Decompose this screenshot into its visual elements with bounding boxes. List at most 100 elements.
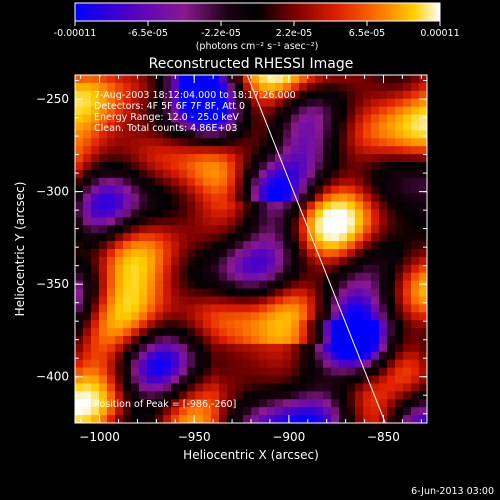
heatmap-cell (299, 367, 308, 377)
heatmap-cell (155, 249, 164, 258)
heatmap-cell (411, 98, 420, 108)
heatmap-cell (211, 138, 220, 147)
heatmap-cell (323, 399, 332, 408)
heatmap-cell (315, 209, 324, 218)
heatmap-cell (283, 138, 292, 147)
heatmap-cell (219, 296, 228, 305)
heatmap-cell (171, 241, 180, 250)
heatmap-cell (147, 367, 156, 377)
heatmap-cell (235, 241, 244, 250)
heatmap-cell (187, 114, 196, 124)
heatmap-cell (363, 162, 372, 171)
heatmap-cell (179, 75, 188, 84)
heatmap-cell (171, 336, 180, 345)
heatmap-cell (347, 312, 356, 321)
heatmap-cell (251, 375, 260, 385)
heatmap-cell (235, 154, 244, 163)
heatmap-cell (291, 98, 300, 108)
heatmap-cell (331, 98, 340, 108)
heatmap-cell (363, 154, 372, 163)
heatmap-cell (147, 288, 156, 298)
heatmap-cell (107, 233, 116, 242)
heatmap-cell (291, 351, 300, 361)
heatmap-cell (123, 114, 132, 124)
heatmap-cell (203, 241, 212, 250)
heatmap-cell (411, 241, 420, 250)
heatmap-cell (283, 233, 292, 242)
heatmap-cell (99, 351, 108, 361)
heatmap-cell (171, 209, 180, 218)
heatmap-cell (283, 264, 292, 274)
heatmap-cell (363, 383, 372, 392)
heatmap-cell (339, 391, 348, 400)
heatmap-cell (379, 272, 388, 282)
heatmap-cell (419, 162, 427, 171)
heatmap-cell (99, 264, 108, 274)
heatmap-cell (235, 193, 244, 203)
heatmap-cell (115, 177, 124, 187)
heatmap-cell (83, 130, 92, 139)
heatmap-cell (379, 90, 388, 100)
heatmap-cell (139, 75, 148, 84)
heatmap-cell (419, 169, 427, 179)
heatmap-cell (75, 343, 84, 353)
heatmap-cell (147, 359, 156, 369)
heatmap-cell (163, 391, 172, 400)
heatmap-cell (123, 304, 132, 313)
heatmap-cell (403, 383, 412, 392)
heatmap-cell (371, 407, 380, 416)
heatmap-cell (171, 169, 180, 179)
heatmap-cell (243, 169, 252, 179)
heatmap-cell (155, 288, 164, 298)
heatmap-cell (195, 169, 204, 179)
heatmap-cell (75, 288, 84, 298)
heatmap-cell (267, 217, 276, 226)
heatmap-cell (259, 343, 268, 353)
heatmap-cell (131, 154, 140, 163)
heatmap-cell (107, 351, 116, 361)
heatmap-cell (139, 367, 148, 377)
heatmap-cell (387, 280, 396, 290)
heatmap-cell (315, 249, 324, 258)
heatmap-cell (363, 114, 372, 124)
heatmap-cell (299, 383, 308, 392)
heatmap-cell (307, 162, 316, 171)
heatmap-cell (115, 98, 124, 108)
heatmap-cell (419, 256, 427, 266)
heatmap-cell (187, 90, 196, 100)
heatmap-cell (275, 154, 284, 163)
heatmap-cell (115, 280, 124, 290)
heatmap-cell (387, 391, 396, 400)
heatmap-cell (243, 336, 252, 345)
heatmap-cell (419, 75, 427, 84)
y-axis-label: Heliocentric Y (arcsec) (13, 182, 27, 317)
heatmap-cell (363, 249, 372, 258)
heatmap-cell (259, 241, 268, 250)
heatmap-cell (251, 233, 260, 242)
heatmap-cell (251, 359, 260, 369)
heatmap-cell (171, 130, 180, 139)
heatmap-cell (83, 407, 92, 416)
heatmap-cell (291, 177, 300, 187)
heatmap-cell (131, 217, 140, 226)
heatmap-cell (355, 114, 364, 124)
heatmap-cell (291, 375, 300, 385)
heatmap-cell (251, 75, 260, 84)
heatmap-cell (299, 162, 308, 171)
heatmap-cell (107, 90, 116, 100)
heatmap-cell (291, 367, 300, 377)
heatmap-cell (291, 162, 300, 171)
heatmap-cell (147, 415, 156, 423)
heatmap-cell (403, 114, 412, 124)
heatmap-cell (283, 75, 292, 84)
heatmap-cell (99, 90, 108, 100)
heatmap-cell (147, 280, 156, 290)
heatmap-cell (91, 98, 100, 108)
heatmap-cell (355, 272, 364, 282)
heatmap-cell (315, 154, 324, 163)
heatmap-cell (187, 359, 196, 369)
heatmap-cell (83, 351, 92, 361)
heatmap-cell (283, 367, 292, 377)
heatmap-cell (227, 272, 236, 282)
heatmap-cell (115, 296, 124, 305)
